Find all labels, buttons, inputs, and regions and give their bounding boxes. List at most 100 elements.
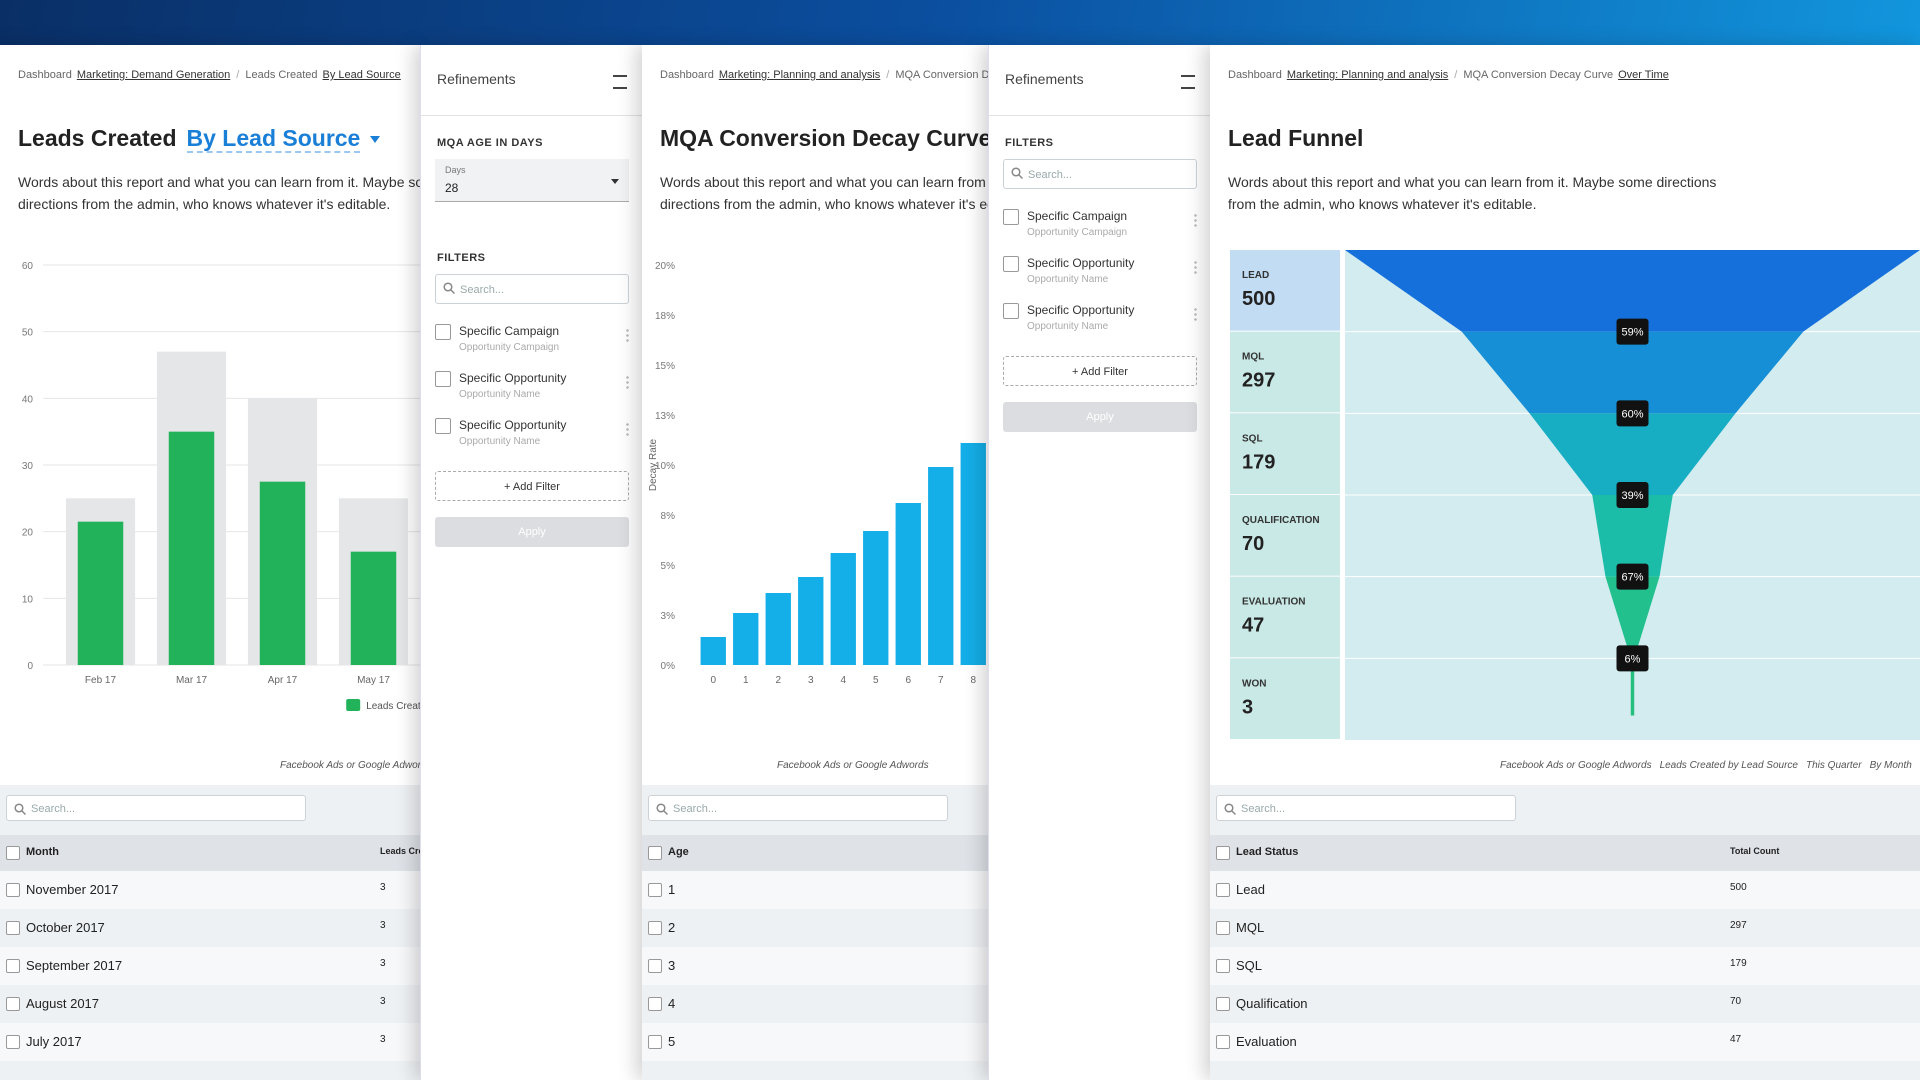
data-table: Search... Lead Status Total Count Lead 500 MQ…	[1210, 785, 1920, 1080]
table-cell: 3	[380, 882, 386, 893]
breadcrumb-item: MQA Conversion Decay Curve	[1463, 69, 1614, 81]
x-tick-label: 0	[710, 675, 716, 686]
description: Words about this report and what you can…	[1228, 174, 1717, 212]
icon-shape	[1018, 174, 1023, 179]
view-selector[interactable]: By Lead Source	[186, 125, 361, 153]
checkbox[interactable]	[6, 846, 20, 860]
breadcrumb-link[interactable]: Marketing: Planning and analysis	[718, 69, 881, 81]
checkbox[interactable]	[1003, 303, 1019, 319]
filter-item: Specific Opportunity Opportunity Name	[435, 367, 629, 411]
checkbox[interactable]	[6, 997, 20, 1011]
apply-button[interactable]: Apply	[435, 517, 629, 547]
filter-sublabel: Opportunity Name	[459, 389, 541, 400]
filter-menu[interactable]	[1194, 213, 1197, 227]
breadcrumb-item: Leads Created	[245, 69, 318, 81]
checkbox[interactable]	[648, 1035, 662, 1049]
table-body: November 2017 3 October 2017 3 September 201…	[0, 871, 420, 1080]
stage-label: QUALIFICATION	[1242, 515, 1320, 526]
stage-label: LEAD	[1242, 270, 1269, 281]
checkbox[interactable]	[1003, 256, 1019, 272]
report-panel: Dashboard Marketing: Demand Generation / Le…	[0, 45, 420, 1080]
conversion-label: 39%	[1621, 490, 1643, 502]
breadcrumb-link[interactable]: Over Time	[1618, 69, 1669, 81]
table-cell: Evaluation	[1236, 1034, 1297, 1049]
add-filter-button[interactable]: + Add Filter	[1003, 356, 1197, 386]
funnel-segment	[1461, 331, 1804, 414]
bar	[700, 637, 726, 665]
checkbox[interactable]	[1216, 921, 1230, 935]
checkbox[interactable]	[648, 883, 662, 897]
filter-search[interactable]: Search...	[1003, 159, 1197, 189]
table-search[interactable]: Search...	[6, 795, 306, 821]
checkbox[interactable]	[6, 883, 20, 897]
checkbox[interactable]	[6, 1035, 20, 1049]
checkbox[interactable]	[1003, 209, 1019, 225]
select-label: Days	[445, 165, 466, 175]
x-tick-label: 2	[775, 675, 781, 686]
bar	[77, 521, 124, 665]
table-cell: 70	[1730, 996, 1742, 1007]
checkbox[interactable]	[1216, 1035, 1230, 1049]
x-tick-label: Apr 17	[268, 675, 298, 686]
funnel-segment	[1630, 658, 1635, 716]
filter-menu[interactable]	[1194, 260, 1197, 274]
icon-shape	[1011, 167, 1021, 177]
breadcrumb: Dashboard Marketing: Demand Generation / Le…	[18, 69, 401, 81]
table-cell: September 2017	[26, 958, 123, 973]
table-cell: 3	[380, 1034, 386, 1045]
search-icon	[1224, 803, 1236, 815]
legend-swatch	[346, 699, 361, 711]
checkbox[interactable]	[1216, 959, 1230, 973]
checkbox[interactable]	[648, 959, 662, 973]
add-filter-button[interactable]: + Add Filter	[435, 471, 629, 501]
checkbox[interactable]	[1216, 997, 1230, 1011]
icon-shape	[656, 803, 666, 813]
filter-menu[interactable]	[626, 422, 629, 436]
stage-value: 500	[1242, 288, 1275, 310]
breadcrumb-link[interactable]: Marketing: Demand Generation	[76, 69, 231, 81]
filter-search[interactable]: Search...	[435, 274, 629, 304]
checkbox[interactable]	[435, 371, 451, 387]
y-tick-label: 13%	[655, 411, 675, 422]
stage-label: WON	[1242, 678, 1266, 689]
y-tick-label: 20%	[655, 261, 675, 272]
filter-menu[interactable]	[626, 375, 629, 389]
sidebar-title: Refinements	[437, 71, 516, 87]
checkbox[interactable]	[435, 324, 451, 340]
checkbox[interactable]	[435, 418, 451, 434]
apply-button[interactable]: Apply	[1003, 402, 1197, 432]
collapse-button[interactable]	[613, 75, 627, 89]
table-search[interactable]: Search...	[1216, 795, 1516, 821]
checkbox[interactable]	[648, 846, 662, 860]
checkbox[interactable]	[1216, 883, 1230, 897]
collapse-button[interactable]	[1181, 75, 1195, 89]
title-text: Leads Created	[18, 125, 177, 151]
checkbox[interactable]	[648, 921, 662, 935]
stage-value: 297	[1242, 370, 1275, 392]
caption-part: This Quarter	[1806, 760, 1862, 771]
breadcrumb-item: Dashboard	[660, 69, 714, 81]
filter-menu[interactable]	[626, 328, 629, 342]
checkbox[interactable]	[6, 921, 20, 935]
x-tick-label: 5	[873, 675, 879, 686]
table-row: 5	[642, 1023, 988, 1061]
refinements-sidebar: Refinements FILTERS Search... Specific Camp…	[988, 45, 1211, 1080]
table-search[interactable]: Search...	[648, 795, 948, 821]
days-select[interactable]: Days 28	[435, 159, 629, 202]
caption-part: Facebook Ads or Google Adwords	[280, 760, 420, 771]
filter-item: Specific Campaign Opportunity Campaign	[435, 320, 629, 364]
checkbox[interactable]	[1216, 846, 1230, 860]
search-icon	[656, 803, 668, 815]
breadcrumb-link[interactable]: Marketing: Planning and analysis	[1286, 69, 1449, 81]
checkbox[interactable]	[648, 997, 662, 1011]
stage-label: SQL	[1242, 433, 1263, 444]
filter-menu[interactable]	[1194, 307, 1197, 321]
y-tick-label: 10%	[655, 461, 675, 472]
breadcrumb-link[interactable]: By Lead Source	[322, 69, 401, 81]
funnel-segment	[1592, 495, 1673, 577]
checkbox[interactable]	[6, 959, 20, 973]
table-body: Lead 500 MQL 297 SQL 179 Qualification 70 Evalua…	[1210, 871, 1920, 1080]
